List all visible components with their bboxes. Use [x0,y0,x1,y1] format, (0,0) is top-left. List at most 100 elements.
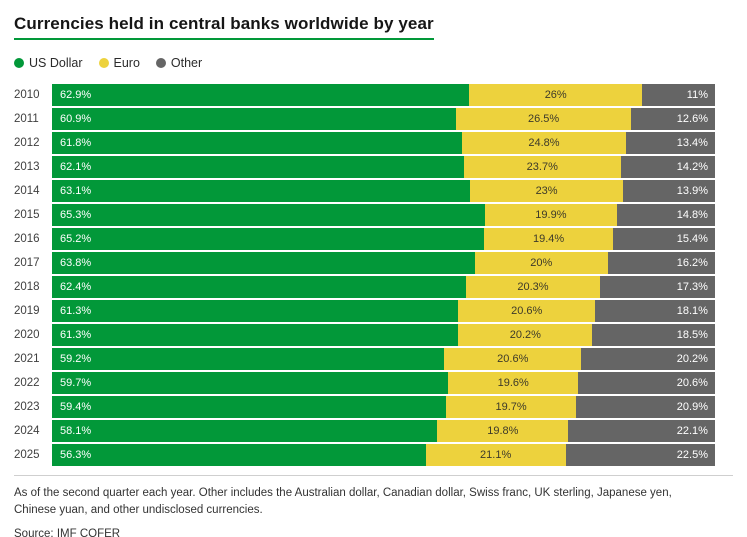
bar-row-2017: 2017 63.8% 20% 16.2% [14,252,715,274]
segment-euro: 24.8% [461,132,627,154]
bar-row-2021: 2021 59.2% 20.6% 20.2% [14,348,715,370]
segment-other: 14.2% [620,156,715,178]
bar-row-2020: 2020 61.3% 20.2% 18.5% [14,324,715,346]
year-label: 2023 [14,401,40,413]
segment-us-dollar: 62.1% [52,156,464,178]
euro-dot-icon [98,58,109,68]
value-label: 21.1% [480,449,512,461]
value-label: 62.9% [60,89,92,101]
year-label: 2014 [14,185,40,197]
bar-row-2022: 2022 59.7% 19.6% 20.6% [14,372,715,394]
us-dollar-dot-icon [14,58,24,68]
other-dot-icon [155,58,166,68]
year-label: 2017 [14,257,40,269]
segment-us-dollar: 61.3% [52,300,459,322]
year-label: 2019 [14,305,40,317]
stacked-bar: 60.9% 26.5% 12.6% [52,108,715,130]
year-label: 2021 [14,353,40,365]
value-label: 59.2% [60,353,92,365]
value-label: 13.4% [676,137,708,149]
year-label: 2013 [14,161,40,173]
value-label: 19.8% [487,425,519,437]
segment-us-dollar: 65.2% [52,228,485,250]
bar-row-2012: 2012 61.8% 24.8% 13.4% [14,132,715,154]
bar-row-2019: 2019 61.3% 20.6% 18.1% [14,300,715,322]
value-label: 20.6% [511,305,543,317]
segment-us-dollar: 63.1% [52,180,471,202]
value-label: 61.8% [60,137,92,149]
segment-euro: 20.6% [444,348,582,370]
stacked-bar: 59.2% 20.6% 20.2% [52,348,715,370]
footnote-block: As of the second quarter each year. Othe… [14,475,733,537]
bar-row-2013: 2013 62.1% 23.7% 14.2% [14,156,715,178]
value-label: 24.8% [528,137,560,149]
value-label: 20.6% [676,377,708,389]
value-label: 19.7% [495,401,527,413]
value-label: 63.8% [60,257,92,269]
value-label: 20% [530,257,553,269]
year-label: 2018 [14,281,40,293]
value-label: 26% [544,89,567,101]
stacked-bar: 63.8% 20% 16.2% [52,252,715,274]
segment-us-dollar: 62.4% [52,276,466,298]
bar-row-2011: 2011 60.9% 26.5% 12.6% [14,108,715,130]
segment-us-dollar: 63.8% [52,252,475,274]
value-label: 19.4% [532,233,565,245]
value-label: 17.3% [676,281,708,293]
segment-us-dollar: 60.9% [52,108,456,130]
year-label: 2011 [14,113,39,125]
value-label: 22.1% [676,425,708,437]
year-label: 2010 [14,89,40,101]
value-label: 20.6% [497,353,529,365]
bar-row-2014: 2014 63.1% 23% 13.9% [14,180,715,202]
value-label: 65.2% [60,233,92,245]
legend: US Dollar Euro Other [14,56,733,70]
bar-row-2025: 2025 56.3% 21.1% 22.5% [14,444,715,466]
stacked-bar: 61.3% 20.2% 18.5% [52,324,715,346]
value-label: 14.2% [676,161,708,173]
bar-row-2018: 2018 62.4% 20.3% 17.3% [14,276,715,298]
segment-other: 17.3% [600,276,715,298]
value-label: 58.1% [60,425,92,437]
stacked-bar: 56.3% 21.1% 22.5% [52,444,715,466]
value-label: 18.5% [676,329,708,341]
segment-euro: 19.8% [437,420,569,442]
value-label: 20.2% [509,329,541,341]
segment-us-dollar: 59.4% [52,396,446,418]
segment-euro: 26% [469,84,642,106]
chart-title: Currencies held in central banks worldwi… [14,14,434,40]
source-text: Source: IMF COFER [14,528,733,537]
value-label: 20.9% [676,401,708,413]
segment-other: 14.8% [616,204,715,226]
value-label: 60.9% [60,113,92,125]
legend-label: US Dollar [29,56,83,70]
segment-euro: 20.3% [465,276,601,298]
value-label: 62.4% [60,281,92,293]
segment-other: 11% [641,84,715,106]
segment-other: 20.6% [578,372,715,394]
value-label: 65.3% [60,209,92,221]
year-label: 2022 [14,377,40,389]
segment-other: 20.9% [576,396,715,418]
value-label: 12.6% [676,113,708,125]
stacked-bar: 65.2% 19.4% 15.4% [52,228,715,250]
segment-us-dollar: 56.3% [52,444,426,466]
value-label: 61.3% [60,305,92,317]
bar-row-2024: 2024 58.1% 19.8% 22.1% [14,420,715,442]
segment-other: 15.4% [612,228,715,250]
stacked-bar: 59.7% 19.6% 20.6% [52,372,715,394]
year-label: 2015 [14,209,40,221]
bar-row-2010: 2010 62.9% 26% 11% [14,84,715,106]
bar-row-2016: 2016 65.2% 19.4% 15.4% [14,228,715,250]
year-label: 2016 [14,233,40,245]
segment-us-dollar: 58.1% [52,420,438,442]
segment-us-dollar: 59.7% [52,372,449,394]
segment-other: 20.2% [581,348,715,370]
segment-other: 18.1% [594,300,715,322]
segment-euro: 23% [470,180,623,202]
value-label: 61.3% [60,329,92,341]
segment-other: 16.2% [607,252,715,274]
stacked-bar: 62.9% 26% 11% [52,84,715,106]
value-label: 63.1% [60,185,92,197]
stacked-bar: 62.4% 20.3% 17.3% [52,276,715,298]
